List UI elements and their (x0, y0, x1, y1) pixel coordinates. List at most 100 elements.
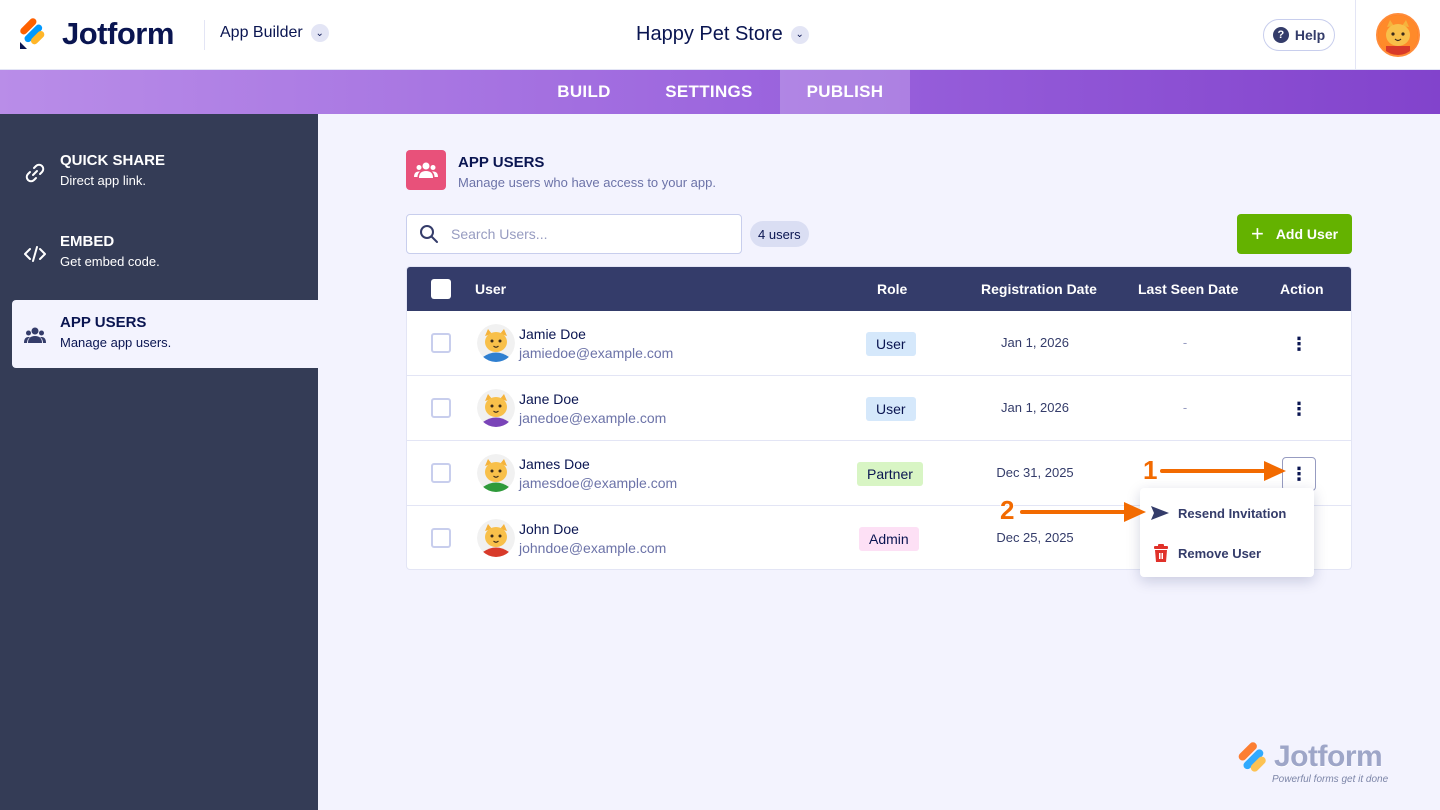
help-label: Help (1294, 27, 1326, 43)
main-tabs: BUILD SETTINGS PUBLISH (0, 70, 1440, 114)
users-icon (24, 327, 46, 343)
user-email: jamiedoe@example.com (519, 345, 674, 361)
row-checkbox[interactable] (431, 463, 451, 483)
add-user-button[interactable]: + Add User (1237, 214, 1352, 254)
role-badge: User (866, 397, 916, 421)
app-title: Happy Pet Store (636, 23, 783, 45)
watermark-tagline: Powerful forms get it done (1272, 774, 1389, 785)
row-checkbox[interactable] (431, 333, 451, 353)
chevron-down-icon: ⌄ (790, 25, 809, 44)
last-seen-date: - (1182, 400, 1188, 415)
add-user-label: Add User (1275, 226, 1339, 242)
search-users-field[interactable] (406, 214, 742, 254)
more-vertical-icon: ⋮ (1290, 399, 1308, 419)
role-badge: Admin (859, 527, 919, 551)
annotation-arrow-2 (1020, 502, 1146, 522)
jotform-watermark: Jotform Powerful forms get it done (1236, 740, 1406, 790)
sidebar-item-title: QUICK SHARE (60, 152, 166, 169)
registration-date: Dec 31, 2025 (996, 465, 1074, 480)
row-action-button[interactable]: ⋮ (1282, 392, 1316, 426)
user-name: Jamie Doe (519, 326, 586, 342)
annotation-arrow-1 (1160, 461, 1286, 481)
sidebar-item-subtitle: Direct app link. (60, 173, 146, 188)
table-row[interactable]: John Doe johndoe@example.com Admin Dec 2… (407, 506, 1351, 569)
sidebar-item-title: APP USERS (60, 314, 147, 331)
header-divider (204, 20, 205, 50)
top-header: Jotform App Builder ⌄ Happy Pet Store ⌄ … (0, 0, 1440, 70)
row-checkbox[interactable] (431, 398, 451, 418)
user-name: John Doe (519, 521, 579, 537)
help-button[interactable]: ? Help (1263, 19, 1335, 51)
jotform-logo[interactable]: Jotform (18, 16, 174, 52)
column-header-last-seen-date[interactable]: Last Seen Date (1138, 281, 1239, 297)
user-email: johndoe@example.com (519, 540, 667, 556)
tab-publish[interactable]: PUBLISH (780, 70, 910, 114)
user-email: janedoe@example.com (519, 410, 667, 426)
search-icon (420, 225, 438, 243)
jotform-logo-icon (20, 18, 45, 49)
sidebar-item-embed[interactable]: EMBED Get embed code. (12, 219, 318, 287)
row-checkbox[interactable] (431, 528, 451, 548)
cat-avatar-icon (477, 519, 515, 557)
search-input[interactable] (451, 223, 731, 245)
app-title-dropdown[interactable]: Happy Pet Store ⌄ (636, 23, 809, 46)
role-badge: Partner (857, 462, 923, 486)
app-builder-dropdown[interactable]: App Builder ⌄ (220, 24, 329, 42)
user-email: jamesdoe@example.com (519, 475, 678, 491)
header-divider (1355, 0, 1356, 70)
avatar-shirt (483, 482, 509, 492)
role-badge: User (866, 332, 916, 356)
sidebar-item-subtitle: Get embed code. (60, 254, 160, 269)
column-header-role[interactable]: Role (877, 281, 908, 297)
table-row[interactable]: Jane Doe janedoe@example.com User Jan 1,… (407, 376, 1351, 441)
plus-icon: + (1250, 221, 1264, 246)
send-icon (1151, 506, 1169, 520)
trash-icon (1154, 544, 1168, 562)
last-seen-date: - (1182, 335, 1188, 350)
row-action-button[interactable]: ⋮ (1282, 457, 1316, 491)
sidebar-item-subtitle: Manage app users. (60, 335, 172, 350)
tab-build[interactable]: BUILD (557, 82, 611, 101)
jotform-logo-icon (1238, 742, 1266, 772)
menu-item-resend-invitation[interactable]: Resend Invitation (1140, 493, 1314, 533)
sidebar-item-title: EMBED (60, 233, 115, 250)
question-icon: ? (1272, 27, 1289, 43)
user-name: Jane Doe (519, 391, 579, 407)
cat-avatar-icon (477, 389, 515, 427)
cat-avatar-icon (1378, 15, 1418, 55)
column-header-registration-date[interactable]: Registration Date (981, 281, 1097, 297)
row-action-button[interactable]: ⋮ (1282, 327, 1316, 361)
table-row[interactable]: James Doe jamesdoe@example.com Partner D… (407, 441, 1351, 506)
menu-item-label: Resend Invitation (1178, 505, 1287, 521)
avatar-shirt (483, 417, 509, 427)
chevron-down-icon: ⌄ (310, 24, 329, 42)
menu-item-label: Remove User (1178, 545, 1262, 561)
page-title: APP USERS (458, 154, 545, 171)
registration-date: Jan 1, 2026 (1001, 400, 1069, 415)
user-name: James Doe (519, 456, 590, 472)
column-header-action: Action (1280, 281, 1324, 297)
app-users-section-icon (406, 150, 446, 190)
table-header: User Role Registration Date Last Seen Da… (407, 267, 1351, 311)
column-header-user[interactable]: User (475, 281, 507, 297)
annotation-marker-2: 2 (1000, 495, 1015, 525)
registration-date: Dec 25, 2025 (996, 530, 1074, 545)
more-vertical-icon: ⋮ (1290, 334, 1308, 354)
publish-sidebar: QUICK SHARE Direct app link. EMBED Get e… (0, 114, 318, 810)
cat-avatar-icon (477, 454, 515, 492)
cat-avatar-icon (477, 324, 515, 362)
menu-item-remove-user[interactable]: Remove User (1140, 533, 1314, 573)
annotation-marker-1: 1 (1143, 455, 1158, 485)
table-row[interactable]: Jamie Doe jamiedoe@example.com User Jan … (407, 311, 1351, 376)
users-icon (414, 162, 438, 178)
registration-date: Jan 1, 2026 (1001, 335, 1069, 350)
account-avatar[interactable] (1376, 13, 1420, 57)
sidebar-item-app-users[interactable]: APP USERS Manage app users. (12, 300, 318, 368)
sidebar-item-quick-share[interactable]: QUICK SHARE Direct app link. (12, 138, 318, 206)
watermark-brand: Jotform (1274, 740, 1383, 773)
select-all-checkbox[interactable] (431, 279, 451, 299)
tab-settings[interactable]: SETTINGS (665, 82, 753, 101)
app-builder-label: App Builder (220, 24, 303, 41)
avatar-shirt (483, 547, 509, 557)
brand-name: Jotform (62, 16, 174, 51)
